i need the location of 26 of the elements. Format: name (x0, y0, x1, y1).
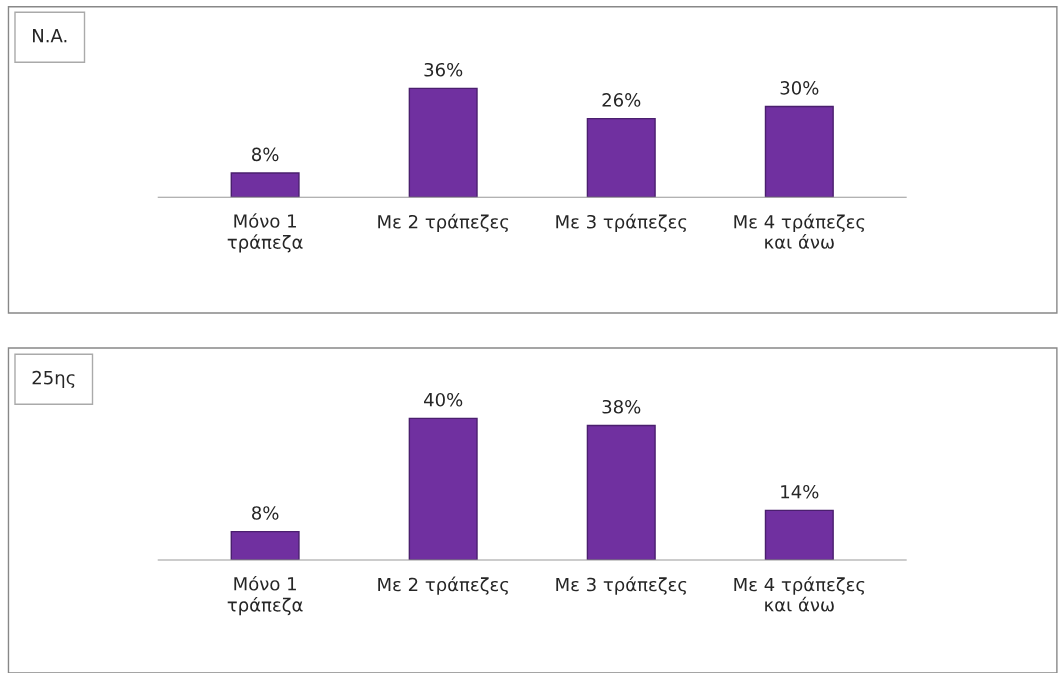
data-label: 30% (780, 81, 819, 95)
bar (408, 417, 478, 560)
x-tick-label: Με 4 τράπεζες και άνω (734, 576, 865, 612)
x-tick-label: Με 3 τράπεζες (556, 576, 687, 595)
x-tick-label: Με 2 τράπεζες (378, 213, 509, 233)
data-label: 8% (252, 147, 279, 162)
x-tick-label: Με 2 τράπεζες (378, 576, 509, 595)
x-tick-label: Μόνο 1 τράπεζα (227, 213, 303, 253)
bar (586, 117, 656, 198)
x-tick-label: Μόνο 1 τράπεζα (227, 575, 303, 616)
data-label: 38% (602, 399, 641, 414)
data-label: 26% (602, 93, 641, 107)
data-label: 40% (424, 392, 463, 407)
data-label: 36% (424, 62, 463, 77)
chart-title: N.A. (33, 29, 67, 43)
bar (764, 105, 834, 198)
x-tick-label: Με 4 τράπεζες και άνω (734, 213, 865, 249)
bar (230, 172, 300, 198)
bar (764, 509, 834, 560)
x-tick-label: Με 3 τράπεζες (556, 213, 687, 233)
bar (408, 87, 478, 198)
chart-title: 25ης (32, 370, 75, 389)
bar (230, 530, 300, 560)
data-label: 8% (252, 506, 279, 520)
bar (586, 424, 656, 560)
data-label: 14% (781, 484, 819, 499)
